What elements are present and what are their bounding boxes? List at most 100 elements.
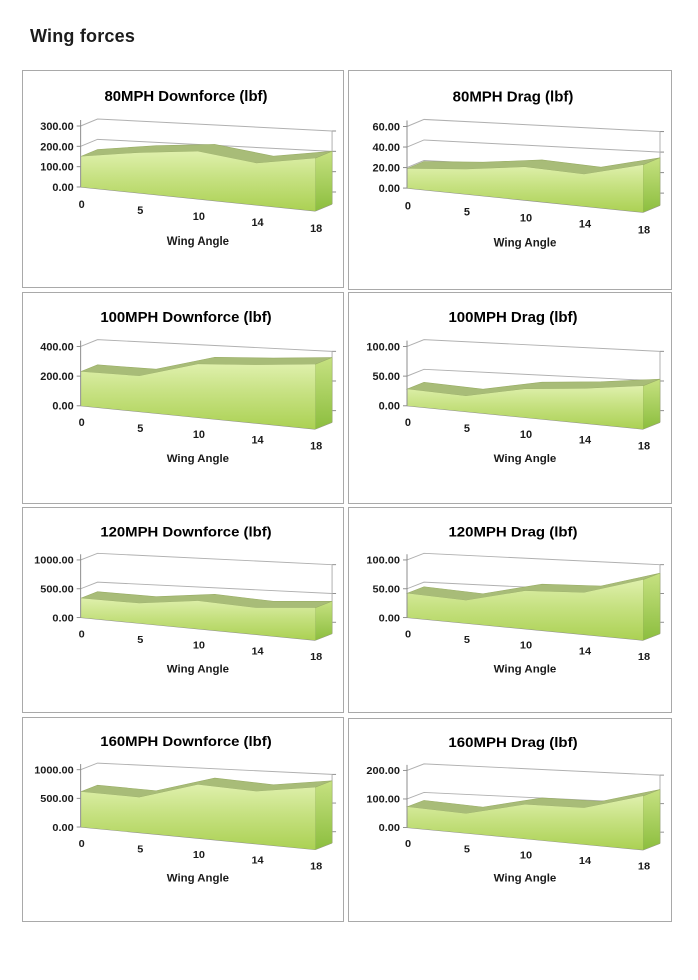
x-tick-label: 10: [520, 212, 532, 224]
y-tick-label: 0.00: [379, 613, 400, 625]
gridline: [406, 118, 661, 133]
x-tick-label: 18: [310, 223, 322, 235]
y-tick-label: 50.00: [373, 371, 400, 383]
area-chart-3d: 0.00 100.00 200.00 300.00 0 5 10 14 18 Wing Angle…: [40, 88, 337, 248]
area-side-face: [314, 150, 333, 212]
y-tick-label: 200.00: [40, 141, 73, 153]
y-tick-label: 0.00: [379, 823, 400, 835]
area-chart-3d: 0.00 50.00 100.00 0 5 10 14 18 Wing Angle 100MPH …: [366, 310, 664, 465]
x-tick-label: 10: [193, 429, 205, 441]
chart-panel: 0.00 100.00 200.00 300.00 0 5 10 14 18 Wing Angle…: [22, 70, 344, 288]
x-tick-label: 10: [520, 850, 532, 862]
x-tick-label: 18: [310, 441, 322, 453]
x-tick-label: 14: [251, 435, 263, 447]
gridline: [80, 339, 333, 352]
x-tick-label: 10: [193, 849, 205, 861]
y-tick-label: 100.00: [40, 162, 73, 174]
gridline: [406, 368, 661, 382]
x-tick-label: 14: [251, 217, 264, 229]
area-chart-3d: 0.00 500.00 1000.00 0 5 10 14 18 Wing Angle 160MP…: [34, 735, 337, 884]
area-front-face: [407, 796, 643, 850]
area-side-face: [642, 789, 661, 851]
x-tick-label: 5: [137, 844, 143, 856]
y-tick-label: 500.00: [40, 584, 73, 596]
x-tick-label: 14: [579, 855, 591, 867]
gridline: [80, 762, 333, 775]
y-tick-label: 0.00: [52, 182, 73, 194]
area-front-face: [407, 385, 643, 430]
area-chart-3d: 0.00 20.00 40.00 60.00 0 5 10 14 18 Wing Angle 80M…: [372, 88, 664, 250]
x-tick-label: 5: [464, 844, 470, 856]
gridline: [406, 791, 661, 805]
chart-panel: 0.00 50.00 100.00 0 5 10 14 18 Wing Angle 100MPH …: [348, 292, 672, 504]
x-tick-label: 18: [310, 651, 322, 663]
page-title: Wing forces: [30, 26, 136, 47]
y-tick-label: 0.00: [52, 822, 73, 834]
gridline: [80, 118, 333, 132]
x-axis-title: Wing Angle: [167, 236, 229, 248]
x-tick-label: 0: [79, 417, 85, 429]
x-tick-label: 0: [405, 200, 411, 212]
gridline: [80, 581, 333, 594]
y-tick-label: 1000.00: [34, 555, 74, 567]
y-tick-label: 60.00: [372, 122, 400, 134]
y-tick-label: 0.00: [52, 613, 73, 625]
x-tick-label: 10: [520, 429, 532, 441]
chart-title: 120MPH Downforce (lbf): [100, 525, 271, 541]
x-tick-label: 0: [79, 629, 85, 641]
gridline: [406, 763, 661, 776]
x-tick-label: 0: [405, 838, 411, 850]
chart-title: 100MPH Downforce (lbf): [100, 310, 271, 326]
x-tick-label: 5: [137, 423, 143, 435]
x-tick-label: 18: [310, 861, 322, 873]
x-axis-title: Wing Angle: [494, 453, 557, 465]
y-tick-label: 0.00: [52, 401, 73, 413]
chart-title: 80MPH Drag (lbf): [453, 88, 574, 105]
chart-panel: 0.00 20.00 40.00 60.00 0 5 10 14 18 Wing Angle 80M…: [348, 70, 672, 290]
x-tick-label: 0: [405, 629, 411, 641]
chart-panel: 0.00 100.00 200.00 0 5 10 14 18 Wing Angle 160MPH…: [348, 718, 672, 922]
area-side-face: [642, 157, 661, 213]
y-tick-label: 40.00: [372, 142, 400, 154]
x-tick-label: 0: [79, 199, 85, 211]
x-tick-label: 18: [638, 651, 650, 663]
y-tick-label: 500.00: [40, 793, 73, 805]
x-tick-label: 10: [193, 640, 205, 652]
gridline: [80, 552, 333, 566]
x-tick-label: 18: [638, 224, 650, 236]
area-chart-3d: 0.00 50.00 100.00 0 5 10 14 18 Wing Angle 120MPH …: [366, 525, 664, 675]
x-tick-label: 10: [520, 640, 532, 652]
chart-title: 80MPH Downforce (lbf): [104, 88, 267, 105]
y-tick-label: 0.00: [379, 183, 400, 195]
area-side-face: [314, 780, 333, 850]
x-axis-title: Wing Angle: [494, 238, 557, 250]
x-axis-title: Wing Angle: [167, 453, 229, 465]
y-tick-label: 300.00: [40, 121, 73, 133]
gridline: [406, 552, 661, 566]
x-tick-label: 10: [193, 211, 205, 223]
chart-title: 160MPH Drag (lbf): [448, 735, 577, 750]
x-tick-label: 5: [464, 634, 470, 646]
chart-panel: 0.00 50.00 100.00 0 5 10 14 18 Wing Angle 120MPH …: [348, 507, 672, 713]
area-front-face: [407, 579, 643, 641]
x-tick-label: 5: [464, 423, 470, 435]
y-tick-label: 200.00: [40, 371, 73, 383]
y-tick-label: 100.00: [366, 794, 400, 806]
x-tick-label: 0: [405, 417, 411, 429]
y-tick-label: 20.00: [372, 163, 400, 175]
gridline: [406, 339, 661, 352]
area-side-face: [314, 357, 333, 430]
area-chart-3d: 0.00 100.00 200.00 0 5 10 14 18 Wing Angle 160MPH…: [366, 735, 664, 885]
chart-title: 120MPH Drag (lbf): [448, 525, 577, 541]
area-front-face: [80, 364, 316, 430]
area-front-face: [80, 598, 316, 641]
gridline: [80, 138, 333, 152]
chart-title: 100MPH Drag (lbf): [448, 310, 577, 326]
y-tick-label: 100.00: [366, 555, 400, 567]
chart-panel: 0.00 500.00 1000.00 0 5 10 14 18 Wing Angle 160MP…: [22, 717, 344, 922]
area-chart-3d: 0.00 500.00 1000.00 0 5 10 14 18 Wing Angle 120MP…: [34, 525, 337, 676]
area-chart-3d: 0.00 200.00 400.00 0 5 10 14 18 Wing Angle 100MPH…: [40, 310, 337, 465]
x-axis-title: Wing Angle: [167, 664, 229, 676]
x-tick-label: 18: [638, 441, 650, 453]
